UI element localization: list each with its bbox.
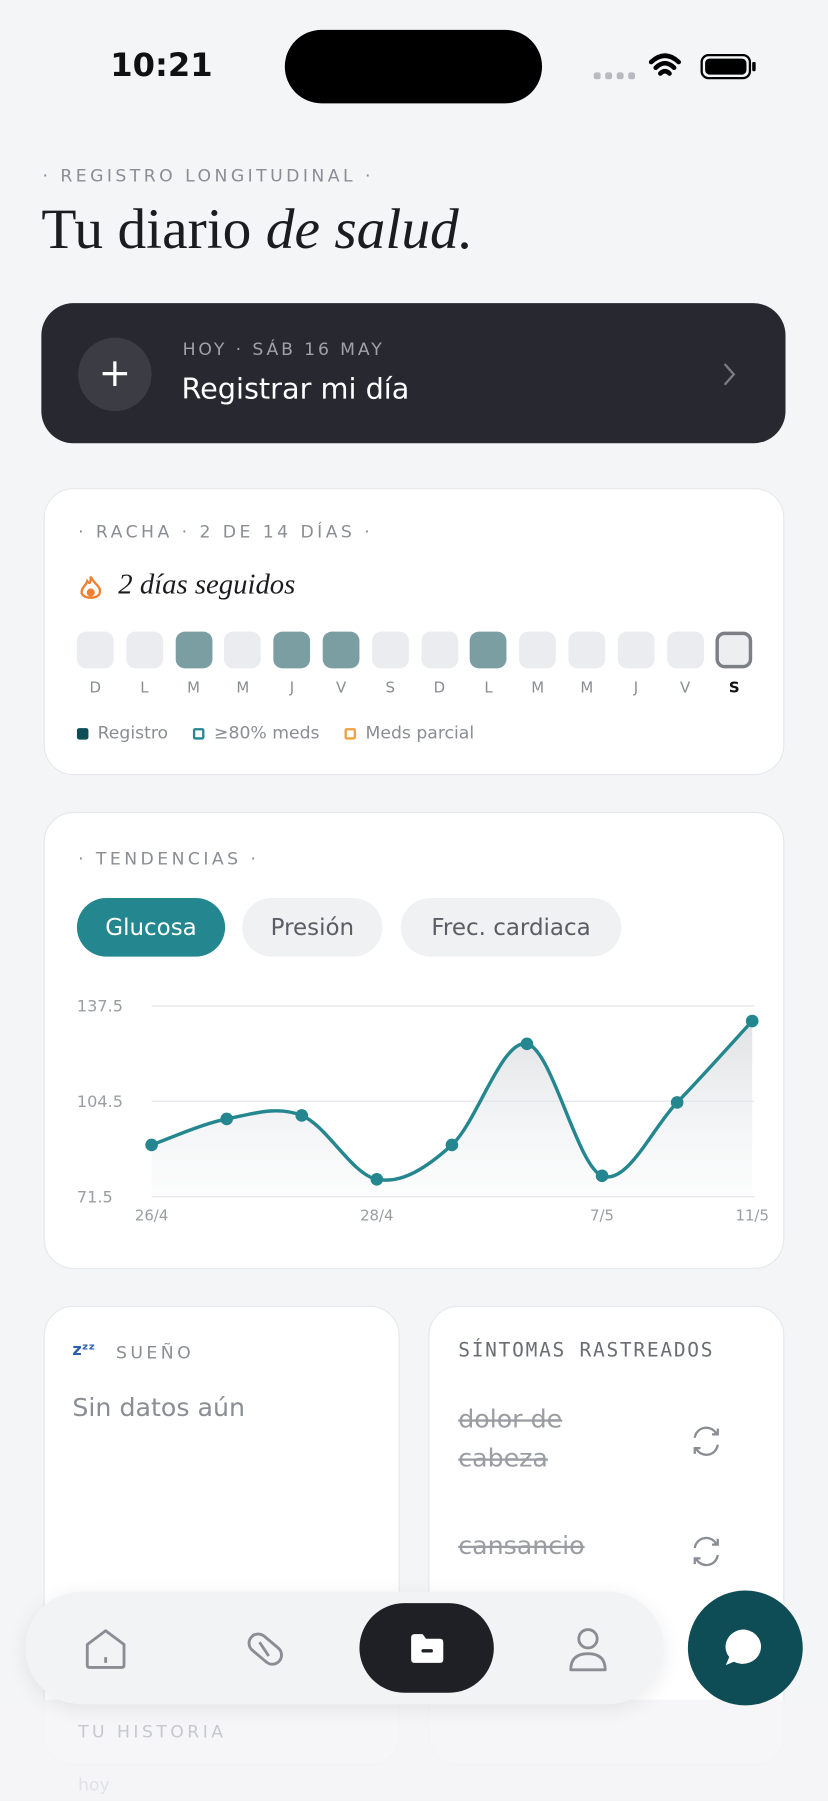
reactivate-icon[interactable] xyxy=(689,1534,723,1568)
day-square xyxy=(322,631,360,669)
log-day-card[interactable]: + HOY · SÁB 16 MAY Registrar mi día xyxy=(41,303,786,444)
day-square xyxy=(273,631,311,669)
title-italic: de salud. xyxy=(265,196,474,261)
chat-icon xyxy=(725,1629,762,1666)
nav-home[interactable] xyxy=(83,1626,129,1672)
day-label: L xyxy=(140,679,149,698)
history-first: hoy xyxy=(78,1774,110,1795)
symptom: dolor de cabeza xyxy=(458,1405,563,1474)
point xyxy=(520,1037,534,1051)
legend-label: Registro xyxy=(97,722,169,744)
point xyxy=(445,1138,459,1152)
tab-bar xyxy=(25,1591,664,1705)
streak-legend: Registro ≥80% meds Meds parcial xyxy=(76,722,475,744)
day-square xyxy=(519,631,557,669)
tab[interactable]: Frec. cardiaca xyxy=(400,898,622,957)
day-square xyxy=(420,631,458,669)
chat-button[interactable] xyxy=(687,1590,803,1706)
area xyxy=(151,1021,753,1197)
dynamic-island xyxy=(284,29,543,104)
x-tick-label: 11/5 xyxy=(735,1207,768,1225)
day-label: M xyxy=(531,679,545,698)
reactivate-icon[interactable] xyxy=(689,1424,723,1458)
streak-eyebrow: · RACHA · 2 DE 14 DÍAS · xyxy=(78,521,374,543)
point xyxy=(220,1112,233,1126)
nav-meds[interactable] xyxy=(241,1626,287,1672)
title-plain: Tu diario xyxy=(41,196,252,261)
fade xyxy=(0,1699,828,1801)
day-label: M xyxy=(236,679,250,698)
day-label: V xyxy=(680,679,691,698)
day-square xyxy=(715,631,753,669)
status-icons xyxy=(593,53,756,80)
day-square xyxy=(175,631,212,669)
sleep-empty: Sin datos aún xyxy=(72,1394,246,1423)
chevron xyxy=(723,363,736,386)
plus-icon: + xyxy=(78,337,152,412)
day-square xyxy=(470,631,507,669)
legend-swatch xyxy=(193,728,205,740)
trends-eyebrow: · TENDENCIAS · xyxy=(78,848,260,870)
day-square xyxy=(76,631,114,669)
point xyxy=(370,1172,384,1186)
x-tick-label: 28/4 xyxy=(360,1207,393,1225)
legend-label: ≥80% meds xyxy=(214,722,320,744)
x-tick-label: 26/4 xyxy=(135,1207,168,1225)
line xyxy=(151,1019,754,1182)
folder-icon xyxy=(411,1634,444,1663)
trends-card: · TENDENCIAS · Glucosa Presión Frec. cardi… xyxy=(43,811,785,1269)
legend-label: Meds parcial xyxy=(365,722,475,744)
status-time: 10:21 xyxy=(110,45,213,84)
nav-profile[interactable] xyxy=(565,1624,611,1675)
sleep-icon: zᶻᶻ xyxy=(72,1341,96,1360)
day-square xyxy=(666,631,704,669)
y-tick-label: 71.5 xyxy=(77,1187,113,1206)
streak-card: · RACHA · 2 DE 14 DÍAS · 2 días seguidos… xyxy=(43,488,785,776)
day-label: D xyxy=(89,679,102,698)
symptoms-title: SÍNTOMAS RASTREADOS xyxy=(458,1339,715,1363)
chart: 71.5 104.5 137.5 26/4 28/4 7/5 11/5 xyxy=(77,997,769,1225)
point xyxy=(670,1096,684,1109)
eyebrow: · REGISTRO LONGITUDINAL · xyxy=(42,165,374,187)
tab[interactable]: Glucosa xyxy=(76,898,226,957)
day-label: S xyxy=(728,679,740,698)
day-label: J xyxy=(633,679,639,698)
day-square xyxy=(126,631,163,669)
day-label: M xyxy=(580,679,594,698)
day-label: V xyxy=(335,679,347,698)
day-label: J xyxy=(289,679,295,698)
legend-swatch xyxy=(76,728,89,740)
point xyxy=(745,1014,759,1028)
streak-headline: 2 días seguidos xyxy=(118,569,296,601)
point xyxy=(595,1169,609,1183)
day-label: S xyxy=(385,679,395,698)
today-action: Registrar mi día xyxy=(181,372,410,406)
day-square xyxy=(371,631,409,669)
day-label: L xyxy=(484,679,493,698)
day-label: D xyxy=(433,679,446,698)
day-square xyxy=(224,631,262,669)
page-title: Tu diario de salud. xyxy=(41,195,473,262)
y-tick-label: 104.5 xyxy=(77,1092,123,1111)
today-label: HOY · SÁB 16 MAY xyxy=(182,338,385,360)
flame-icon xyxy=(80,576,102,599)
history-title: TU HISTORIA xyxy=(78,1721,227,1743)
tab[interactable]: Presión xyxy=(242,898,383,957)
nav-diary[interactable] xyxy=(359,1603,494,1693)
point xyxy=(295,1109,309,1122)
symptom: cansancio xyxy=(458,1531,585,1561)
x-tick-label: 7/5 xyxy=(590,1207,614,1225)
point xyxy=(145,1138,158,1152)
day-label: M xyxy=(187,679,201,698)
legend-swatch xyxy=(344,728,357,740)
day-square xyxy=(568,631,606,669)
sleep-title: SUEÑO xyxy=(115,1342,195,1364)
day-square xyxy=(617,631,655,669)
y-tick-label: 137.5 xyxy=(77,997,123,1016)
